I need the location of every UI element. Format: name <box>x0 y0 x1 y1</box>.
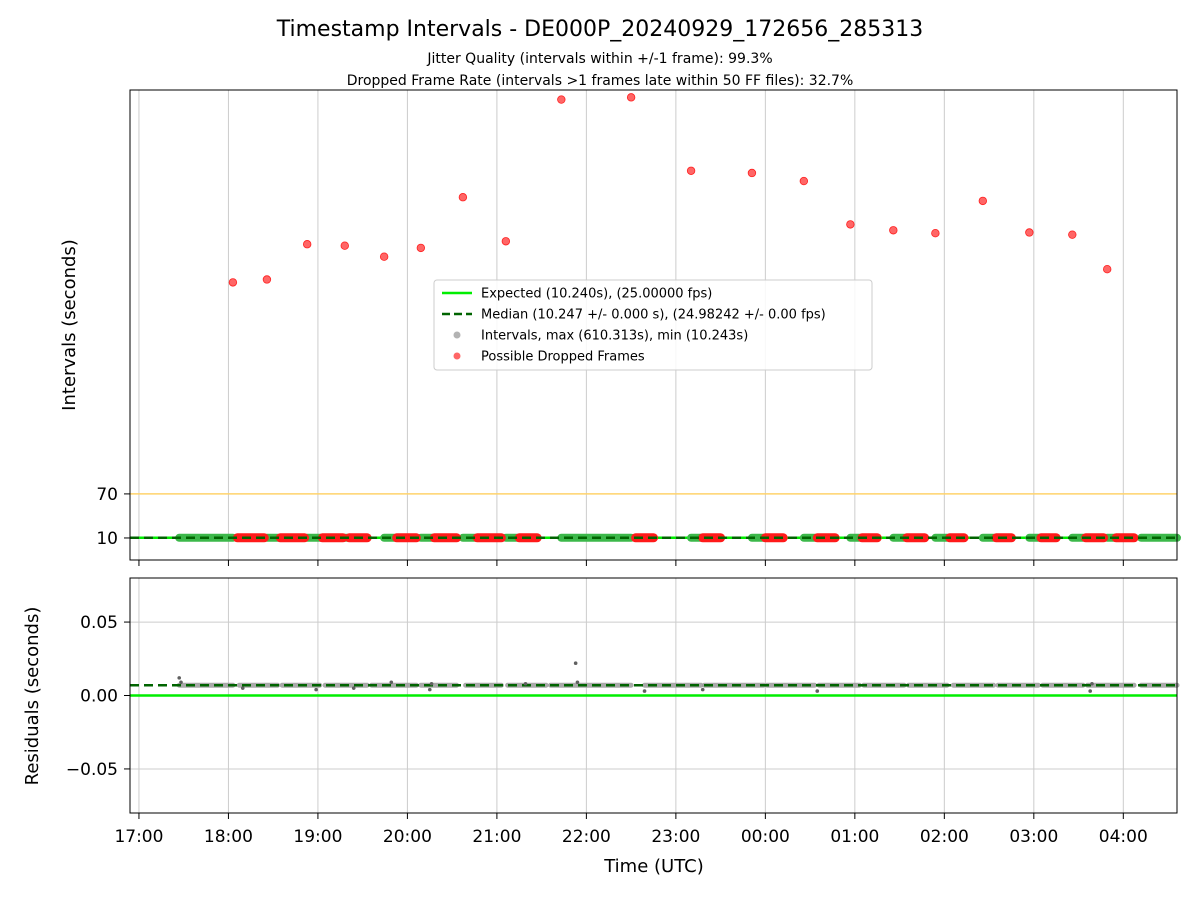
dropped-frame-point <box>340 241 349 250</box>
dropped-frame-point <box>626 93 636 102</box>
residual-point <box>427 687 432 692</box>
dropped-frame-point <box>262 275 272 284</box>
chart-title: Timestamp Intervals - DE000P_20240929_17… <box>276 17 923 42</box>
dropped-frame-point <box>846 220 855 229</box>
x-tick-label: 03:00 <box>1009 827 1058 847</box>
residual-point <box>1088 689 1092 693</box>
x-tick-label: 02:00 <box>920 827 969 847</box>
residual-point <box>314 687 318 692</box>
x-tick-label: 01:00 <box>830 827 879 847</box>
dropped-frame-point <box>228 278 238 287</box>
chart-subtitle-dropped: Dropped Frame Rate (intervals >1 frames … <box>347 73 854 89</box>
y-tick-label: −0.05 <box>66 760 118 780</box>
residual-point <box>815 689 820 693</box>
dropped-frame-point <box>501 237 511 246</box>
dropped-frame-point <box>416 243 426 253</box>
legend-label: Intervals, max (610.313s), min (10.243s) <box>481 329 748 344</box>
dropped-frame-point <box>686 166 696 175</box>
x-tick-label: 20:00 <box>383 827 432 847</box>
residual-point <box>573 661 578 665</box>
residual-point <box>389 680 394 685</box>
x-tick-label: 19:00 <box>293 827 342 847</box>
bottom-y-axis-label: Residuals (seconds) <box>22 607 43 786</box>
x-tick-label: 22:00 <box>562 827 611 847</box>
y-tick-label: 10 <box>96 529 118 549</box>
residual-point <box>429 681 434 686</box>
x-tick-label: 23:00 <box>651 827 700 847</box>
residual-point <box>177 676 182 680</box>
y-tick-label: 70 <box>96 485 118 505</box>
dropped-frame-point <box>931 229 940 238</box>
x-tick-label: 18:00 <box>204 827 253 847</box>
legend: Expected (10.240s), (25.00000 fps) Median… <box>433 279 873 371</box>
dropped-frame-point <box>1102 264 1112 274</box>
residual-point <box>523 681 528 686</box>
residual-point <box>179 680 183 685</box>
dropped-frame-point <box>1025 228 1034 237</box>
legend-box <box>433 279 873 371</box>
residual-point <box>575 680 580 685</box>
dropped-frame-point <box>1068 230 1077 239</box>
legend-swatch-dropped <box>453 352 461 360</box>
dropped-frame-point <box>557 95 566 104</box>
legend-label: Possible Dropped Frames <box>481 350 645 365</box>
y-tick-label: 0.05 <box>80 613 118 633</box>
residual-point <box>642 689 647 693</box>
dropped-frame-point <box>379 252 389 261</box>
chart-subtitle-jitter: Jitter Quality (intervals within +/-1 fr… <box>426 51 772 67</box>
x-tick-label: 04:00 <box>1099 827 1148 847</box>
top-y-axis-label: Intervals (seconds) <box>59 239 80 411</box>
residual-point <box>700 687 705 692</box>
residual-point <box>351 686 356 690</box>
residuals-panel: 17:00 18:00 19:00 20:00 21:00 22:00 23:00 00:00… <box>66 577 1180 847</box>
y-tick-label: 0.00 <box>80 687 118 707</box>
x-tick-label: 00:00 <box>741 827 790 847</box>
legend-label: Median (10.247 +/- 0.000 s), (24.98242 +… <box>481 308 826 323</box>
dropped-frame-point <box>799 176 809 186</box>
bottom-axes-frame <box>129 577 1178 814</box>
legend-label: Expected (10.240s), (25.00000 fps) <box>481 287 712 302</box>
legend-swatch-intervals <box>453 331 461 339</box>
x-axis-label: Time (UTC) <box>603 856 704 877</box>
top-axes-frame <box>129 89 1178 561</box>
dropped-frame-point <box>889 226 898 235</box>
residual-point <box>240 686 245 690</box>
dropped-frame-point <box>978 196 988 206</box>
dropped-frame-point <box>458 193 468 202</box>
x-tick-label: 21:00 <box>472 827 521 847</box>
dropped-frame-point <box>302 240 312 249</box>
dropped-frame-point <box>747 168 757 178</box>
x-tick-label: 17:00 <box>114 827 163 847</box>
residual-point <box>1090 681 1094 686</box>
